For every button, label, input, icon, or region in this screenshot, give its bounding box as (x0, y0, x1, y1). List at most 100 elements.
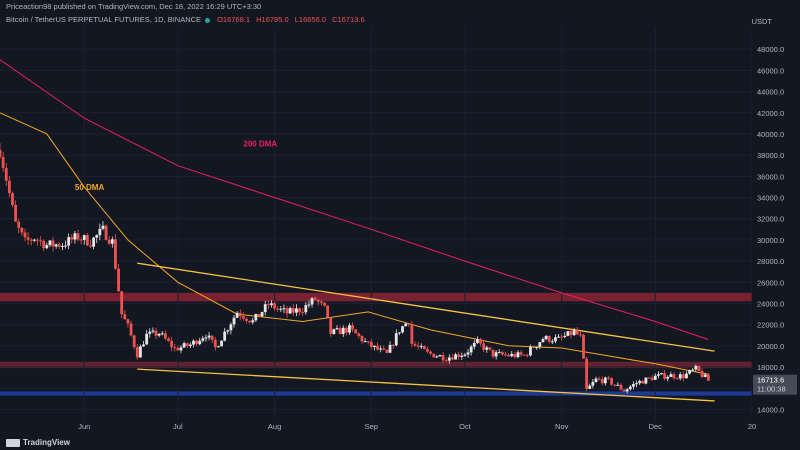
candle-body (694, 365, 698, 370)
candle (447, 354, 451, 364)
candle (170, 337, 174, 352)
tradingview-logo[interactable]: TradingView (6, 438, 70, 447)
candle (678, 371, 682, 381)
candle (547, 335, 551, 344)
candle (257, 313, 261, 317)
candle-body (510, 353, 514, 357)
candle (647, 376, 651, 379)
candle-body (64, 245, 67, 247)
candle (163, 330, 167, 340)
candle-body (201, 338, 205, 341)
candle (263, 300, 267, 316)
candle (154, 327, 158, 340)
candle-body (160, 333, 164, 335)
candle-body (304, 305, 308, 313)
candle-body (535, 346, 539, 349)
candle-body (326, 305, 330, 318)
candle (348, 322, 351, 335)
candle-body (20, 227, 24, 233)
candle (192, 339, 195, 348)
candle-body (669, 374, 673, 377)
candle (494, 349, 498, 360)
candle-body (29, 239, 33, 241)
candle-body (460, 355, 464, 357)
candle (354, 328, 358, 334)
candle-body (323, 302, 326, 306)
candle (369, 338, 373, 350)
candle-body (447, 357, 451, 361)
resistance-zone-18000 (0, 361, 752, 369)
candle (26, 232, 30, 245)
candle (92, 236, 96, 250)
candle (251, 317, 255, 325)
countdown-label: 11:00:38 (757, 385, 786, 394)
candle-body (426, 349, 429, 352)
candle-body (1, 156, 5, 169)
candle (64, 240, 67, 249)
candle-body (123, 314, 127, 320)
tradingview-icon (6, 438, 20, 447)
candle (672, 372, 676, 381)
price-tick-label: 46000.0 (757, 66, 784, 75)
annotation-label: 200 DMA (243, 140, 277, 149)
candle (126, 318, 130, 328)
candle-body (163, 333, 167, 339)
candle (39, 236, 42, 246)
candle-body (107, 239, 111, 244)
candle (697, 365, 701, 372)
candle-body (98, 228, 102, 236)
candle (17, 218, 21, 234)
candle-body (263, 304, 267, 313)
candle (532, 345, 535, 349)
candle-body (388, 344, 392, 353)
candle (560, 333, 564, 341)
candle (285, 306, 289, 318)
candle (304, 301, 308, 315)
candle-body (341, 327, 345, 335)
candle (310, 296, 314, 308)
candle (619, 382, 623, 391)
candle-body (454, 354, 457, 360)
candle-body (401, 326, 404, 333)
candle-body (525, 354, 529, 356)
candle-body (504, 354, 507, 356)
candle-body (700, 370, 704, 377)
time-tick-label: Nov (555, 422, 569, 431)
candle (703, 372, 707, 378)
candle-body (182, 343, 186, 348)
candle (454, 352, 457, 360)
candle (254, 313, 258, 323)
candle-body (482, 343, 486, 350)
candle-body (185, 343, 189, 347)
price-tick-label: 42000.0 (757, 109, 784, 118)
candle (416, 341, 420, 350)
candle (685, 371, 688, 379)
candle (295, 304, 298, 317)
time-tick-label: 20 (748, 422, 756, 431)
candle-body (644, 377, 648, 384)
candle-body (451, 357, 454, 360)
candle (600, 376, 604, 386)
candle-body (519, 352, 523, 355)
candle (266, 300, 270, 310)
candle-body (616, 384, 620, 386)
candle (610, 377, 613, 386)
time-tick-label: Jul (173, 422, 183, 431)
candle-body (285, 308, 289, 314)
candle-body (17, 221, 21, 228)
candle-body (129, 323, 133, 336)
candle-body (348, 325, 351, 333)
candle-body (422, 346, 426, 350)
candle-body (413, 343, 417, 346)
candle (550, 338, 554, 344)
candle (444, 357, 448, 362)
candle-body (706, 374, 710, 381)
candle (157, 332, 161, 338)
candle (700, 368, 704, 379)
candle (401, 325, 404, 334)
candle-body (494, 352, 498, 357)
candle-body (507, 354, 511, 357)
candle-body (432, 353, 436, 358)
candle (438, 354, 442, 357)
